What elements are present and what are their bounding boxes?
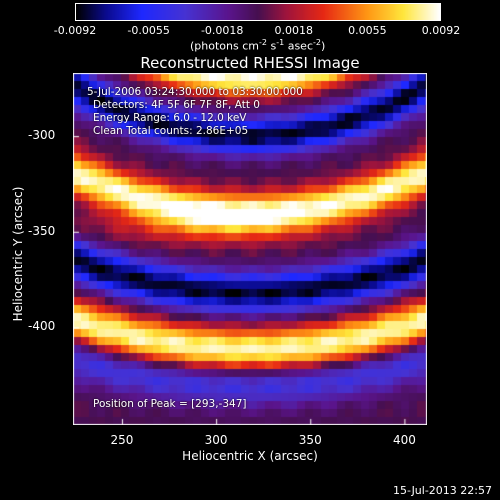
- time-range-annotation: 5-Jul-2006 03:24:30.000 to 03:30:00.000: [87, 86, 303, 98]
- x-tick-label: 250: [110, 433, 134, 447]
- y-tick-label: -400: [28, 319, 56, 334]
- y-axis-label: Heliocentric Y (arcsec): [11, 186, 25, 322]
- energy-range-annotation: Energy Range: 6.0 - 12.0 keV: [93, 112, 247, 124]
- heatmap-plot: [73, 73, 427, 425]
- colorbar-tick-label: 0.0018: [274, 24, 314, 37]
- colorbar-tick-label: 0.0055: [348, 24, 387, 37]
- footer-timestamp: 15-Jul-2013 22:57: [392, 484, 492, 497]
- x-tick-label: 300: [204, 433, 228, 447]
- x-axis-label: Heliocentric X (arcsec): [182, 449, 318, 463]
- clean-total-counts-annotation: Clean Total counts: 2.86E+05: [93, 125, 249, 137]
- detectors-annotation: Detectors: 4F 5F 6F 7F 8F, Att 0: [93, 99, 260, 111]
- colorbar: [75, 3, 441, 21]
- colorbar-tick-label: -0.0018: [200, 24, 244, 37]
- colorbar-tick-label: -0.0055: [127, 24, 170, 37]
- x-tick-label: 400: [392, 433, 416, 447]
- chart-title: Reconstructed RHESSI Image: [140, 54, 360, 72]
- peak-position-annotation: Position of Peak = [293,-347]: [93, 398, 247, 410]
- colorbar-tick-label: 0.0092: [421, 24, 461, 37]
- colorbar-unit-label: (photons cm-2 s-1 asec-2): [190, 38, 326, 53]
- colorbar-tick-label: -0.0092: [53, 24, 97, 37]
- y-tick-label: -350: [28, 223, 56, 238]
- x-tick-label: 350: [298, 433, 322, 447]
- y-tick-label: -300: [28, 128, 56, 143]
